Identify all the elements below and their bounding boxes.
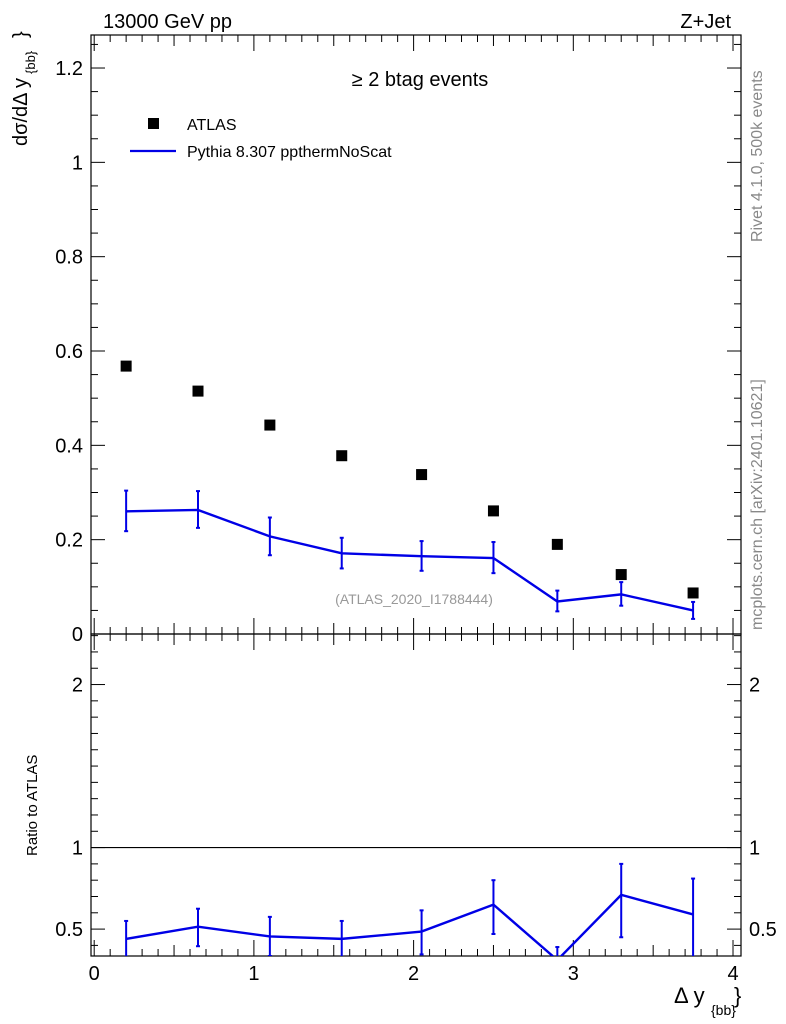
x-axis-title: Δ y {bb} } xyxy=(674,983,741,1018)
svg-text:}: } xyxy=(734,983,741,1008)
process-label: Z+Jet xyxy=(680,11,731,33)
main-y-tick-label: 0.2 xyxy=(55,530,83,552)
x-axis-label: Δ y xyxy=(674,983,705,1008)
data-point xyxy=(551,538,563,550)
ratio-panel: 0.5 0.5 1 1 2 2 0 1 2 3 4 Ratio to ATLAS Δ y {bb} … xyxy=(24,633,777,1018)
ratio-y-tick-label: 0.5 xyxy=(55,919,83,941)
ratio-frame xyxy=(90,633,742,957)
data-point xyxy=(336,450,348,462)
x-tick-label: 1 xyxy=(248,963,259,985)
data-series-main xyxy=(120,360,699,599)
ratio-y-axis-label: Ratio to ATLAS xyxy=(24,755,41,856)
ratio-y-tick-label-right: 0.5 xyxy=(749,919,777,941)
legend-marker-atlas xyxy=(148,118,159,129)
x-tick-label: 2 xyxy=(408,963,419,985)
svg-text:}: } xyxy=(10,31,32,38)
data-point xyxy=(687,587,699,599)
data-point xyxy=(120,360,132,372)
ratio-y-tick-label: 1 xyxy=(72,838,83,860)
x-tick-label: 4 xyxy=(727,963,738,985)
x-axis-label-subscript: {bb} xyxy=(711,1002,736,1018)
data-point xyxy=(192,385,204,397)
ratio-ticks xyxy=(91,634,741,956)
data-point xyxy=(487,505,499,517)
main-panel: 0 0.2 0.4 0.6 0.8 1 1.2 ≥ 2 btag events (ATLAS… xyxy=(10,31,742,646)
main-y-tick-label: 0.6 xyxy=(55,341,83,363)
y-axis-label: dσ/dΔ y xyxy=(10,78,32,146)
ratio-y-tick-label-right: 2 xyxy=(749,675,760,697)
ratio-y-tick-label: 2 xyxy=(72,675,83,697)
panel-title: ≥ 2 btag events xyxy=(352,69,489,91)
ratio-tick-labels: 0.5 0.5 1 1 2 2 0 1 2 3 4 xyxy=(55,675,777,985)
x-tick-label: 0 xyxy=(89,963,100,985)
x-tick-label: 3 xyxy=(568,963,579,985)
main-y-axis-title: dσ/dΔ y {bb} } xyxy=(10,31,38,146)
data-point xyxy=(615,569,627,581)
y-axis-label-subscript: {bb} xyxy=(23,50,38,74)
main-ticks xyxy=(91,35,741,635)
main-y-tick-label: 1.2 xyxy=(55,58,83,80)
data-point xyxy=(264,419,276,431)
main-y-tick-label: 0.4 xyxy=(55,435,83,457)
analysis-watermark: (ATLAS_2020_I1788444) xyxy=(335,591,493,607)
data-point xyxy=(416,469,428,481)
main-y-tick-label: 0.8 xyxy=(55,247,83,269)
mc-series-ratio xyxy=(124,862,696,956)
mcplots-info-label: mcplots.cern.ch [arXiv:2401.10621] xyxy=(749,379,766,630)
ratio-line xyxy=(125,893,694,956)
main-y-tick-labels: 0 0.2 0.4 0.6 0.8 1 1.2 xyxy=(55,58,83,646)
ratio-y-tick-label-right: 1 xyxy=(749,838,760,860)
legend-label-atlas: ATLAS xyxy=(187,117,237,134)
legend-label-pythia: Pythia 8.307 ppthermNoScat xyxy=(187,144,392,161)
main-y-tick-label: 1 xyxy=(72,152,83,174)
mc-series-main xyxy=(124,489,696,620)
rivet-info-label: Rivet 4.1.0, 500k events xyxy=(749,70,766,242)
main-y-tick-label: 0 xyxy=(72,624,83,646)
energy-label: 13000 GeV pp xyxy=(103,11,232,33)
legend: ATLAS Pythia 8.307 ppthermNoScat xyxy=(130,117,392,161)
